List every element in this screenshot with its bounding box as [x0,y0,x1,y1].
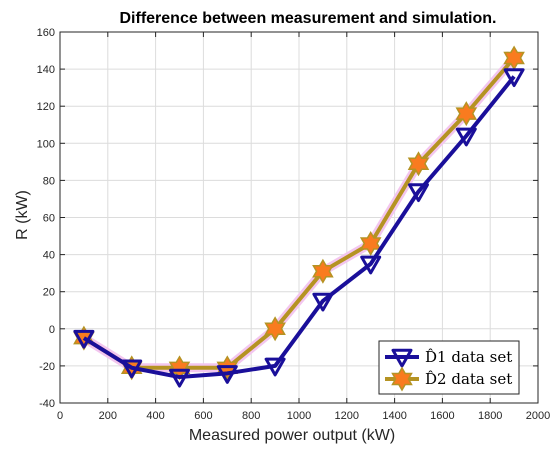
y-tick-label: 80 [43,175,55,187]
y-tick-label: -40 [39,398,55,410]
series-d1-point [264,357,286,377]
legend-marker-d2 [391,366,413,392]
legend-item-d2: D̂2 data set [385,366,512,392]
y-tick-label: 60 [43,213,55,225]
legend-item-d1: D̂1 data set [385,348,512,368]
series-d2-point [359,231,382,256]
x-axis-label: Measured power output (kW) [189,427,395,444]
series-d1-point [169,368,190,388]
y-tick-label: 0 [49,324,55,336]
series-d1-point [455,127,477,147]
x-tick-label: 0 [57,410,63,422]
series-d1-point [216,365,238,384]
y-tick-label: 140 [37,64,55,76]
x-tick-label: 2000 [526,410,550,422]
series-layer [73,45,525,388]
series-d1-point [121,359,143,379]
chart-title: Difference between measurement and simul… [120,10,497,27]
series-d2-point [264,316,286,342]
legend-label: D̂2 data set [425,370,512,388]
x-tick-label: 1000 [287,410,311,422]
x-tick-label: 800 [242,410,260,422]
x-tick-label: 1200 [335,410,359,422]
series-d2-point [407,151,430,177]
legend: D̂1 data set D̂2 data set [378,340,520,395]
y-tick-label: 20 [43,287,55,299]
series-d2-point [455,101,478,127]
y-axis-label: R (kW) [14,190,31,240]
x-tick-label: 400 [146,410,164,422]
series-d1-line [82,75,516,380]
y-tick-label: 40 [43,250,55,262]
series-d1-point [312,292,334,312]
series-d1-point [360,255,382,275]
x-tick-label: 1600 [430,410,454,422]
x-tick-label: 200 [99,410,117,422]
legend-label: D̂1 data set [425,348,512,366]
series-d2-line [82,56,516,370]
axis-ticks: 0 200 400 600 800 1000 1200 1400 1600 1800 2000-40… [37,27,550,422]
series-d2 [73,45,525,381]
series-d1-point [503,68,525,88]
series-d1-point [408,183,429,203]
x-tick-label: 1800 [478,410,502,422]
y-tick-label: 120 [37,101,55,113]
series-d1-point [73,329,95,349]
y-tick-label: 160 [37,27,55,39]
y-tick-label: 100 [37,138,55,150]
legend-marker-d1 [391,348,413,368]
series-d1 [73,68,525,388]
series-d2-point [312,258,334,284]
x-tick-label: 1400 [382,410,406,422]
y-tick-label: -20 [39,361,55,373]
x-tick-label: 600 [194,410,212,422]
